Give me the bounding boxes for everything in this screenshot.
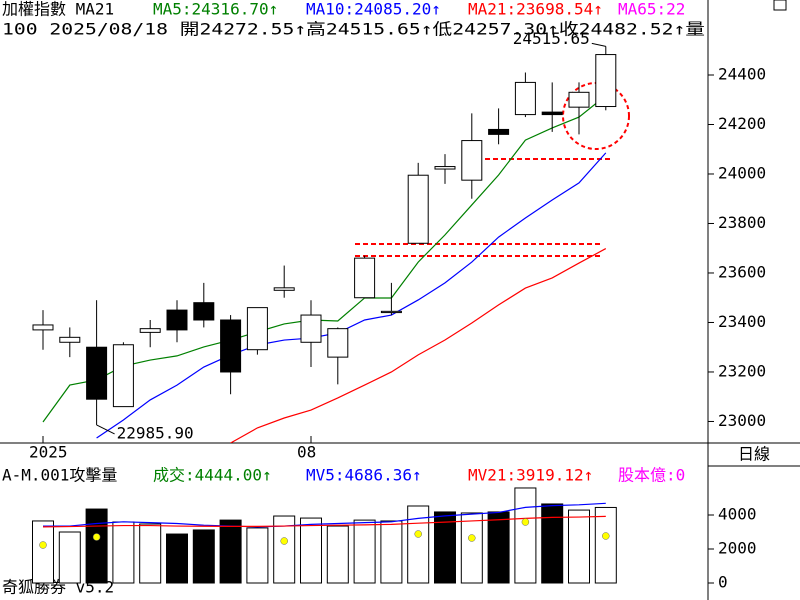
volume-plot xyxy=(32,487,617,584)
candle-body xyxy=(514,81,536,116)
annotation-leader xyxy=(591,42,606,47)
period-label[interactable]: 日線 xyxy=(738,445,770,464)
indicator-legend: MV5:4686.36↑ xyxy=(306,466,422,485)
indicator-legend: MA21:23698.54↑ xyxy=(468,0,603,19)
indicator-line xyxy=(96,152,607,439)
candle-body xyxy=(300,314,322,343)
x-tick-label: 2025 xyxy=(29,443,68,462)
x-tick-label: 08 xyxy=(297,443,316,462)
candle-body xyxy=(488,128,510,135)
candle-body xyxy=(139,328,161,333)
y-tick-label: 24400 xyxy=(718,64,766,83)
volume-bar xyxy=(300,517,322,584)
volume-marker xyxy=(602,532,610,540)
candle-body xyxy=(32,324,54,331)
indicator-legend: 股本億:0 xyxy=(618,466,685,485)
volume-bar xyxy=(192,529,215,584)
volume-bar xyxy=(166,533,188,584)
y-tick-label: 0 xyxy=(718,573,728,592)
window-icon[interactable] xyxy=(773,0,787,11)
candle-body xyxy=(246,307,268,351)
indicator-line xyxy=(42,95,607,423)
volume-bar xyxy=(407,505,430,584)
volume-bar xyxy=(219,519,242,584)
volume-marker xyxy=(92,533,101,541)
price-plot xyxy=(32,46,617,443)
volume-bar xyxy=(568,509,590,584)
volume-bar xyxy=(139,523,162,584)
indicator-line xyxy=(43,502,606,528)
candle-body xyxy=(461,140,483,181)
y-tick-label: 23400 xyxy=(718,312,766,331)
candle-body xyxy=(273,287,295,291)
volume-bar xyxy=(460,512,483,584)
volume-bar xyxy=(112,521,135,584)
candle-body xyxy=(86,346,108,400)
volume-bar xyxy=(353,519,376,584)
volume-bar xyxy=(246,527,269,584)
indicator-legend: 成交:4444.00↑ xyxy=(153,466,272,485)
candle-body xyxy=(354,257,376,299)
candle-body xyxy=(568,91,590,108)
candle-body xyxy=(541,111,563,116)
volume-bar xyxy=(380,520,403,584)
volume-marker xyxy=(280,537,288,545)
candle-body xyxy=(220,319,242,373)
volume-marker xyxy=(414,530,422,538)
volume-bar xyxy=(434,511,456,584)
volume-marker xyxy=(39,541,47,549)
indicator-legend: MA5:24316.70↑ xyxy=(153,0,278,19)
volume-bar xyxy=(32,520,54,584)
volume-bar xyxy=(594,506,617,584)
candle-body xyxy=(595,54,617,108)
indicator-legend: MA10:24085.20↑ xyxy=(306,0,441,19)
indicator-legend: 加權指數 MA21 xyxy=(2,0,114,19)
volume-bar xyxy=(58,531,81,584)
y-tick-label: 23200 xyxy=(718,361,766,380)
annotation: 22985.90 xyxy=(117,423,194,442)
indicator-legend: A-M.001攻擊量 xyxy=(2,466,117,485)
candle-body xyxy=(59,336,81,343)
volume-bar xyxy=(326,525,349,584)
candle-body xyxy=(434,166,456,170)
y-tick-label: 2000 xyxy=(718,539,757,558)
volume-marker xyxy=(468,534,476,542)
candle-body xyxy=(112,344,134,408)
indicator-legend: MV21:3919.12↑ xyxy=(468,466,593,485)
indicator-line xyxy=(42,515,606,528)
candle-body xyxy=(327,328,349,358)
y-tick-label: 24000 xyxy=(718,163,766,182)
candle-body xyxy=(166,309,188,331)
y-tick-label: 23600 xyxy=(718,262,766,281)
volume-bar xyxy=(514,487,537,584)
candle-body xyxy=(407,174,429,244)
y-tick-label: 23800 xyxy=(718,213,766,232)
annotation: 24515.65 xyxy=(513,29,590,48)
candle-body xyxy=(380,310,402,314)
volume-bar xyxy=(541,503,564,584)
volume-bar xyxy=(487,511,510,584)
ohlc-readout: 100 2025/08/18 開24272.55↑高24515.65↑低2425… xyxy=(2,20,705,39)
annotation-leader xyxy=(96,424,115,435)
candle-body xyxy=(193,302,215,321)
y-tick-label: 24200 xyxy=(718,114,766,133)
indicator-line xyxy=(230,248,607,443)
volume-bar xyxy=(273,515,296,584)
volume-bar xyxy=(85,508,108,584)
y-tick-label: 4000 xyxy=(718,505,757,524)
volume-marker xyxy=(521,518,530,526)
indicator-legend: MA65:22 xyxy=(618,0,685,19)
y-tick-label: 23000 xyxy=(718,411,766,430)
